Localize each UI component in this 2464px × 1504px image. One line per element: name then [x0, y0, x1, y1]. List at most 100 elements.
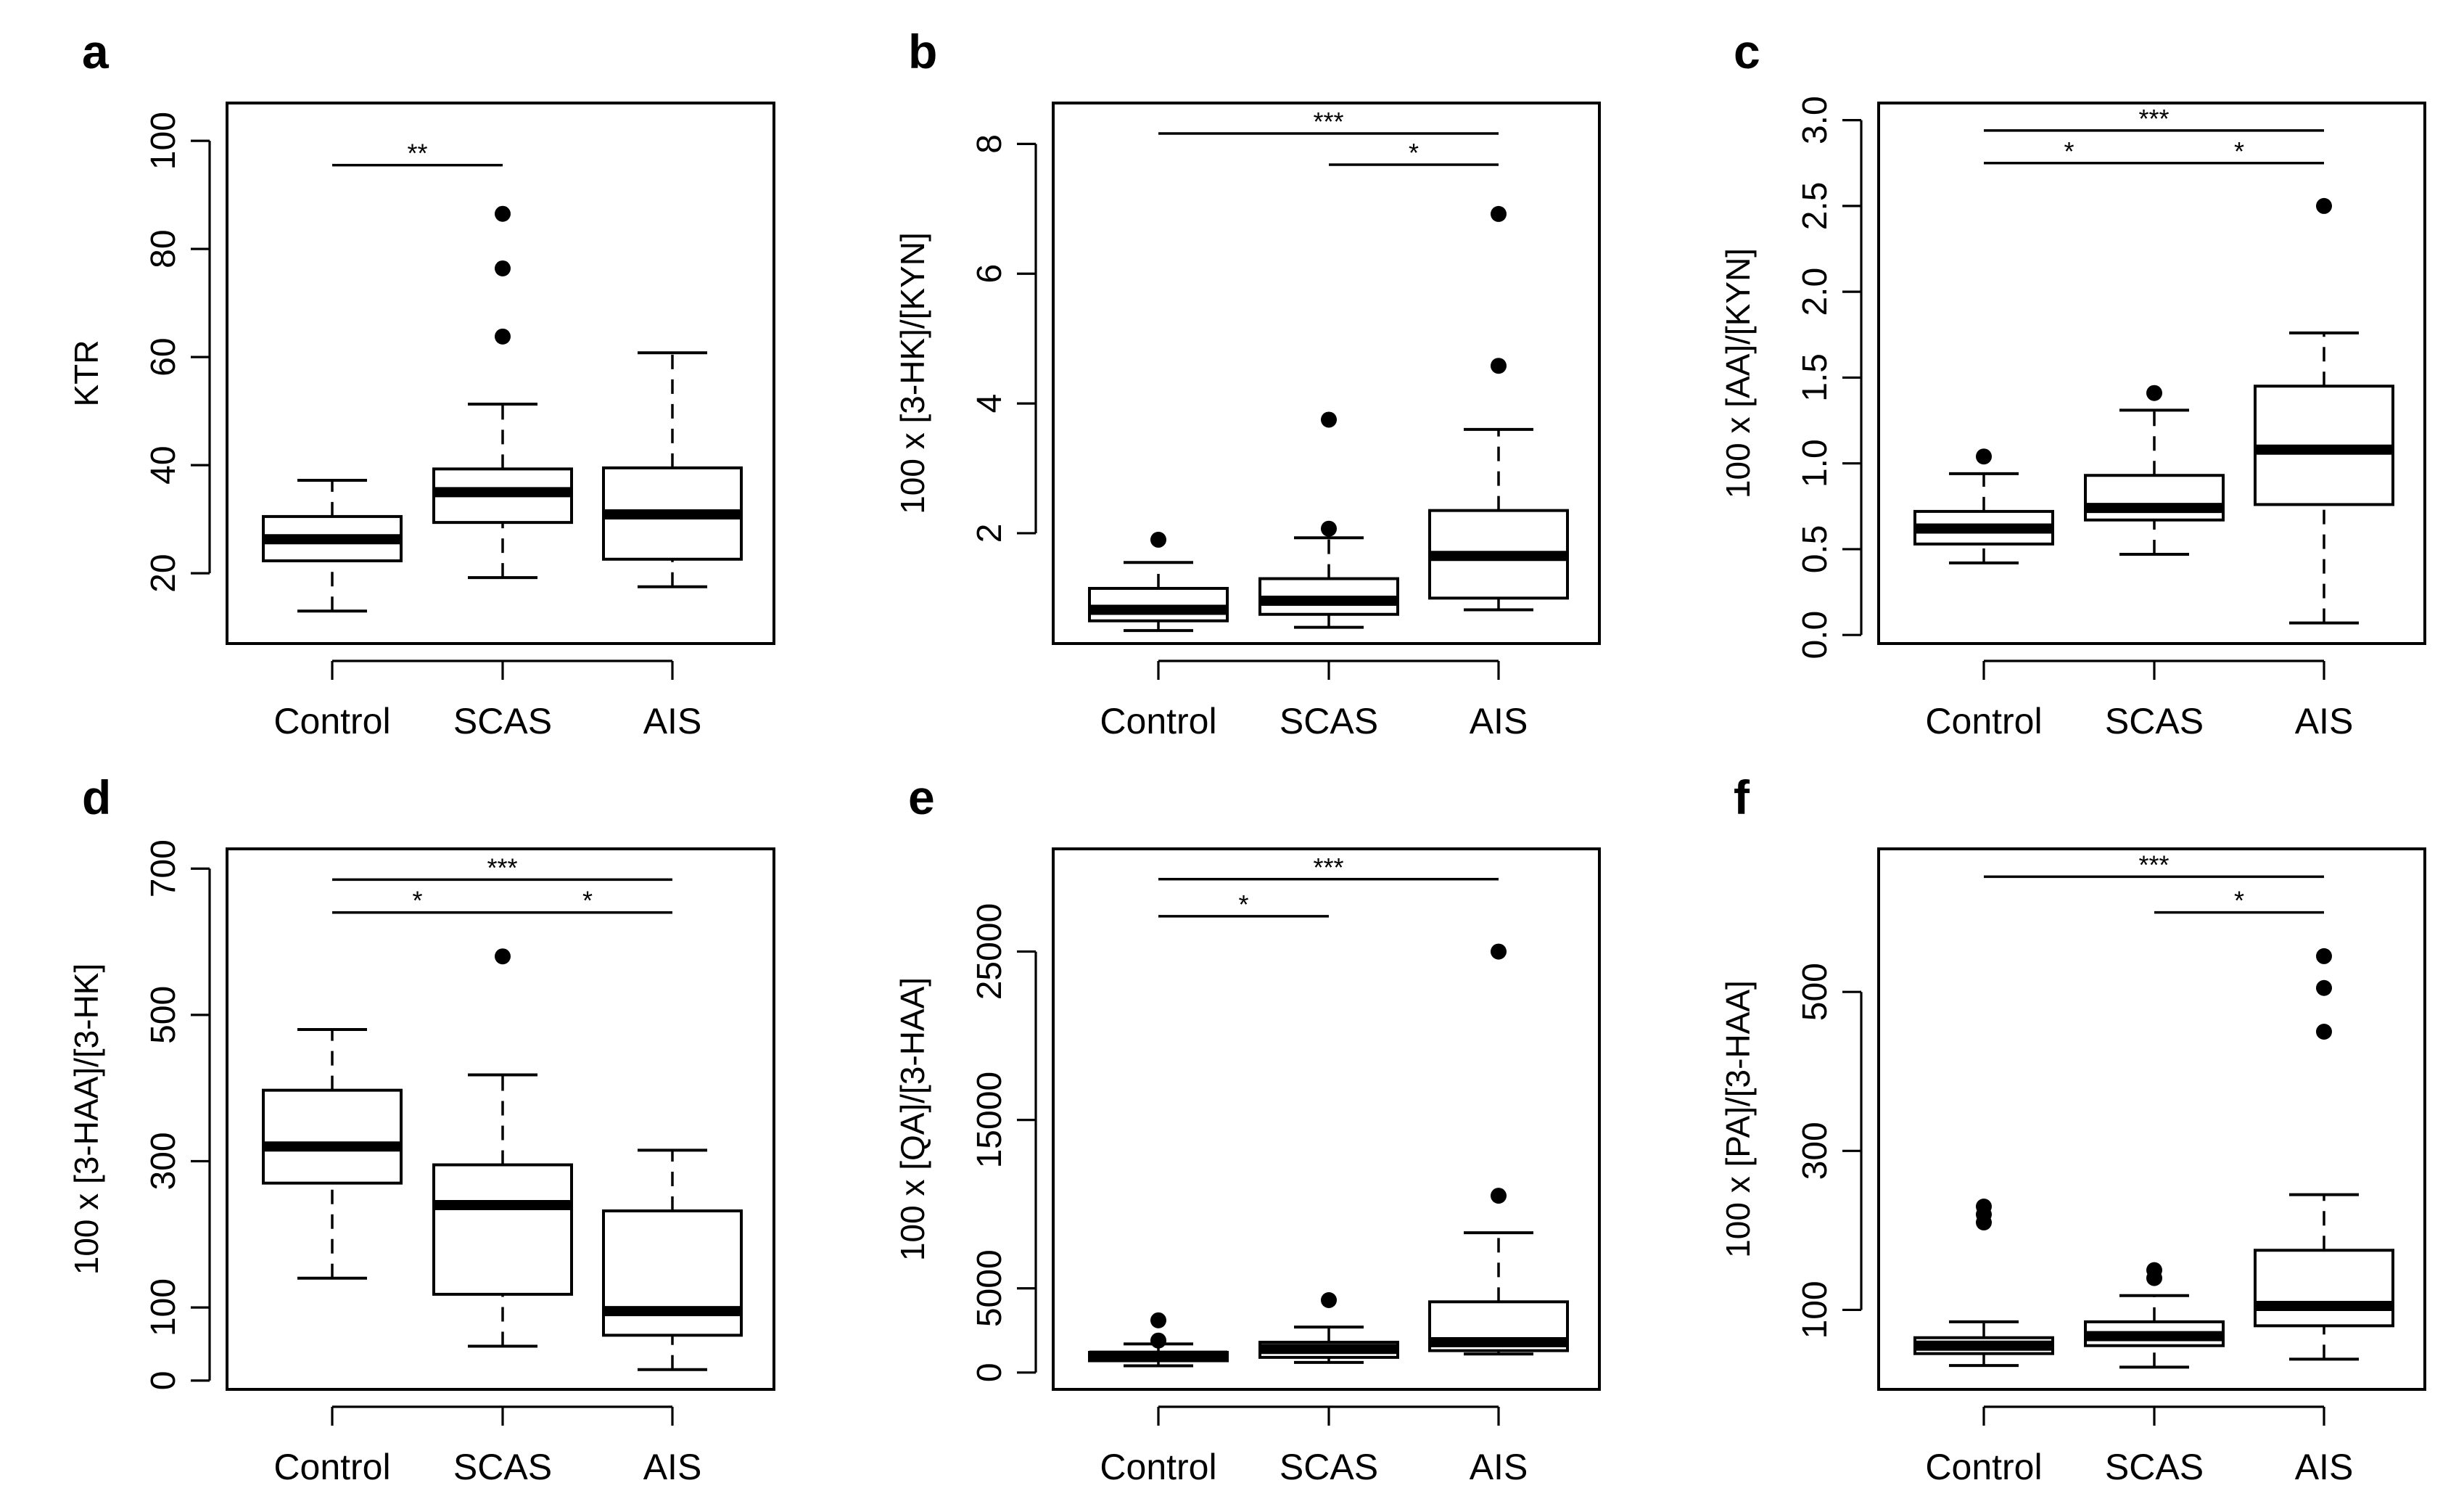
box-scas: [432, 205, 573, 580]
y-tick-label: 80: [144, 229, 183, 268]
y-tick-label: 4: [971, 394, 1009, 414]
box-control: [262, 1028, 403, 1280]
outlier-point: [1150, 531, 1166, 548]
plot-frame: [1877, 847, 2426, 1391]
significance-label: ***: [487, 852, 517, 882]
y-tick-label: 100: [144, 112, 183, 170]
significance-label: *: [2234, 136, 2244, 166]
outlier-point: [1491, 358, 1507, 374]
plot-frame: [1052, 102, 1601, 645]
plot-frame: [226, 102, 775, 645]
y-axis-title: 100 x [3-HK]/[KYN]: [894, 232, 931, 514]
outlier-point: [1321, 411, 1337, 428]
significance-label: *: [2234, 886, 2244, 916]
panel-label: e: [908, 771, 935, 824]
box-ais: [602, 1148, 743, 1371]
x-tick-label: SCAS: [1280, 1447, 1378, 1487]
x-tick-label: Control: [1925, 1447, 2042, 1487]
y-tick-label: 2: [971, 524, 1009, 543]
interquartile-box: [1088, 586, 1229, 622]
box-control: [262, 479, 403, 613]
x-tick-label: Control: [273, 1447, 390, 1487]
outlier-point: [2316, 1023, 2332, 1040]
y-axis-title: 100 x [AA]/[KYN]: [1719, 248, 1757, 498]
y-tick-label: 1.0: [1796, 439, 1834, 488]
y-tick-label: 500: [144, 986, 183, 1044]
outlier-point: [1321, 520, 1337, 537]
y-axis-title: 100 x [PA]/[3-HAA]: [1719, 980, 1757, 1258]
y-tick-label: 300: [1796, 1122, 1834, 1180]
box-control: [1088, 1312, 1229, 1368]
outlier-point: [1321, 1291, 1337, 1308]
x-tick-label: SCAS: [453, 701, 552, 741]
panel-c: c 0.0 0.5 1.0 1.5 2.0 2.5 3.0 100 x [AA]/[KYN] Co…: [1719, 25, 2426, 741]
x-tick-label: SCAS: [453, 1447, 552, 1487]
x-tick-label: AIS: [2295, 701, 2354, 741]
y-tick-label: 0: [144, 1371, 183, 1391]
y-tick-label: 8: [971, 134, 1009, 154]
outlier-point: [1491, 943, 1507, 960]
box-control: [1913, 1199, 2054, 1368]
significance-label: ***: [2138, 104, 2169, 133]
significance-label: ***: [2138, 850, 2169, 879]
panel-d: d 0 100 300 500 700 100 x [3-HAA]/[3-HK] Contro…: [67, 771, 775, 1487]
outlier-point: [2146, 385, 2162, 401]
x-tick-label: AIS: [1470, 701, 1528, 741]
y-tick-label: 25000: [971, 903, 1009, 1000]
outlier-point: [2316, 979, 2332, 996]
x-tick-label: Control: [1925, 701, 2042, 741]
significance-label: *: [1409, 138, 1419, 168]
outlier-point: [495, 260, 511, 276]
y-tick-label: 15000: [971, 1072, 1009, 1168]
outlier-point: [2316, 948, 2332, 964]
panel-label: f: [1734, 771, 1750, 824]
panel-e: e 0 5000 15000 25000 100 x [QA]/[3-HAA] Contro…: [894, 771, 1601, 1487]
outlier-point: [1150, 1332, 1166, 1349]
x-tick-label: SCAS: [2105, 701, 2204, 741]
x-tick-label: SCAS: [2105, 1447, 2204, 1487]
y-tick-label: 100: [1796, 1281, 1834, 1339]
y-axis-title: 100 x [QA]/[3-HAA]: [894, 977, 931, 1261]
box-scas: [2084, 385, 2225, 556]
y-tick-label: 20: [144, 554, 183, 592]
y-tick-label: 700: [144, 839, 183, 897]
significance-label: *: [1238, 889, 1248, 919]
y-tick-label: 40: [144, 445, 183, 484]
box-control: [1088, 531, 1229, 633]
outlier-point: [1491, 1188, 1507, 1204]
box-ais: [1428, 943, 1569, 1356]
outlier-point: [2146, 1262, 2162, 1278]
y-axis-title: KTR: [67, 340, 105, 407]
interquartile-box: [2254, 1249, 2394, 1328]
outlier-point: [2316, 197, 2332, 214]
y-tick-label: 60: [144, 337, 183, 376]
box-ais: [602, 351, 743, 588]
y-tick-label: 300: [144, 1132, 183, 1190]
outlier-point: [1491, 205, 1507, 222]
x-tick-label: Control: [273, 701, 390, 741]
significance-label: ***: [1313, 107, 1343, 136]
box-ais: [2254, 948, 2394, 1361]
interquartile-box: [602, 1209, 743, 1337]
y-tick-label: 0.0: [1796, 611, 1834, 659]
y-tick-label: 2.5: [1796, 182, 1834, 231]
significance-label: *: [582, 886, 593, 916]
outlier-point: [1150, 1312, 1166, 1328]
box-scas: [1258, 411, 1399, 629]
y-axis-title: 100 x [3-HAA]/[3-HK]: [67, 963, 105, 1275]
y-tick-label: 1.5: [1796, 353, 1834, 402]
interquartile-box: [432, 1163, 573, 1296]
x-tick-label: AIS: [1470, 1447, 1528, 1487]
x-tick-label: Control: [1100, 701, 1216, 741]
plot-frame: [226, 847, 775, 1391]
plot-frame: [1877, 102, 2426, 645]
significance-label: **: [407, 139, 427, 168]
box-ais: [2254, 197, 2394, 625]
outlier-point: [495, 328, 511, 345]
panel-f: f 100 300 500 100 x [PA]/[3-HAA] Control SCAS A…: [1719, 771, 2426, 1487]
significance-label: *: [2064, 136, 2074, 166]
panel-label: a: [82, 25, 110, 78]
y-tick-label: 6: [971, 264, 1009, 284]
